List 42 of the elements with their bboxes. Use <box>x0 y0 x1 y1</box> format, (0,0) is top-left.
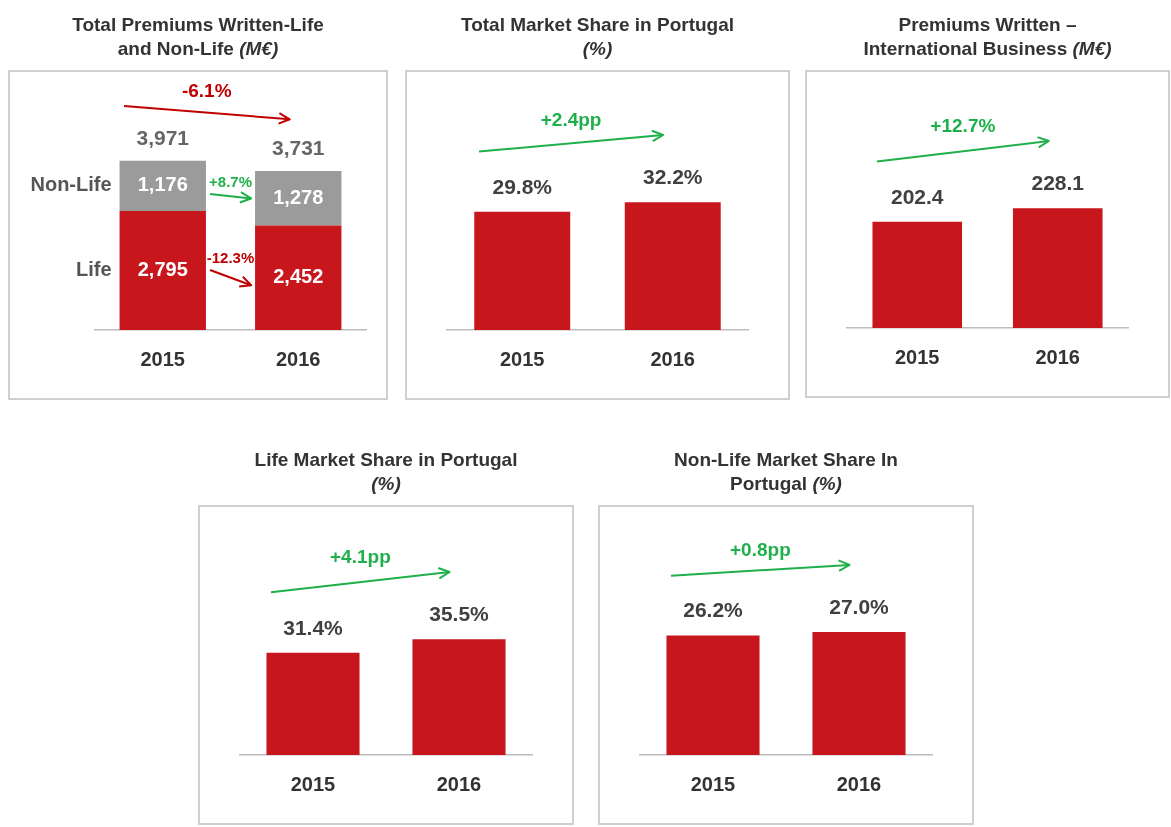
total-label: 3,731 <box>271 135 325 159</box>
x-tick-label: 2016 <box>436 772 482 795</box>
total-label: 3,971 <box>136 125 190 149</box>
data-label: 1,278 <box>273 185 324 208</box>
data-label: 202.4 <box>890 184 944 208</box>
text: +4.1pp <box>330 546 391 569</box>
x-tick-label: 2016 <box>1035 345 1080 368</box>
series-label: Life <box>76 257 112 280</box>
text: +0.8pp <box>730 538 791 561</box>
chart-title: Total Premiums Written-Life and Non-Life (M€) <box>71 12 325 62</box>
x-tick-label: 2015 <box>690 772 736 795</box>
data-label: 1,176 <box>137 173 188 196</box>
chart-title: Non-Life Market Share In Portugal (%) <box>673 447 899 497</box>
data-label: 31.4% <box>283 615 344 639</box>
chart-title: Premiums Written – International Business (M€) <box>862 12 1113 62</box>
x-tick-label: 2015 <box>895 345 940 368</box>
text: +2.4pp <box>540 109 602 132</box>
data-label: 35.5% <box>429 602 490 626</box>
data-label: 29.8% <box>492 174 553 198</box>
data-label: 32.2% <box>642 165 703 189</box>
series-label: Non-Life <box>30 173 112 196</box>
annotation: -12.3% <box>206 249 255 267</box>
x-tick-label: 2016 <box>650 347 695 370</box>
data-label: 228.1 <box>1031 171 1085 195</box>
text: +12.7% <box>930 115 996 138</box>
bar <box>255 225 342 330</box>
data-label: 27.0% <box>829 594 890 618</box>
chart-title: Life Market Share in Portugal (%) <box>253 447 519 497</box>
bar <box>255 171 342 226</box>
text: -6.1% <box>181 79 232 102</box>
data-label: 26.2% <box>683 598 744 622</box>
bar <box>119 160 206 211</box>
x-tick-label: 2015 <box>140 347 185 370</box>
x-tick-label: 2016 <box>276 347 321 370</box>
x-tick-label: 2015 <box>290 772 336 795</box>
chart-title: Total Market Share in Portugal (%) <box>459 12 736 62</box>
data-label: 2,795 <box>137 257 188 280</box>
x-tick-label: 2016 <box>836 772 882 795</box>
bar <box>119 210 206 330</box>
annotation: +8.7% <box>209 172 252 190</box>
data-label: 2,452 <box>273 265 324 288</box>
x-tick-label: 2015 <box>500 347 545 370</box>
